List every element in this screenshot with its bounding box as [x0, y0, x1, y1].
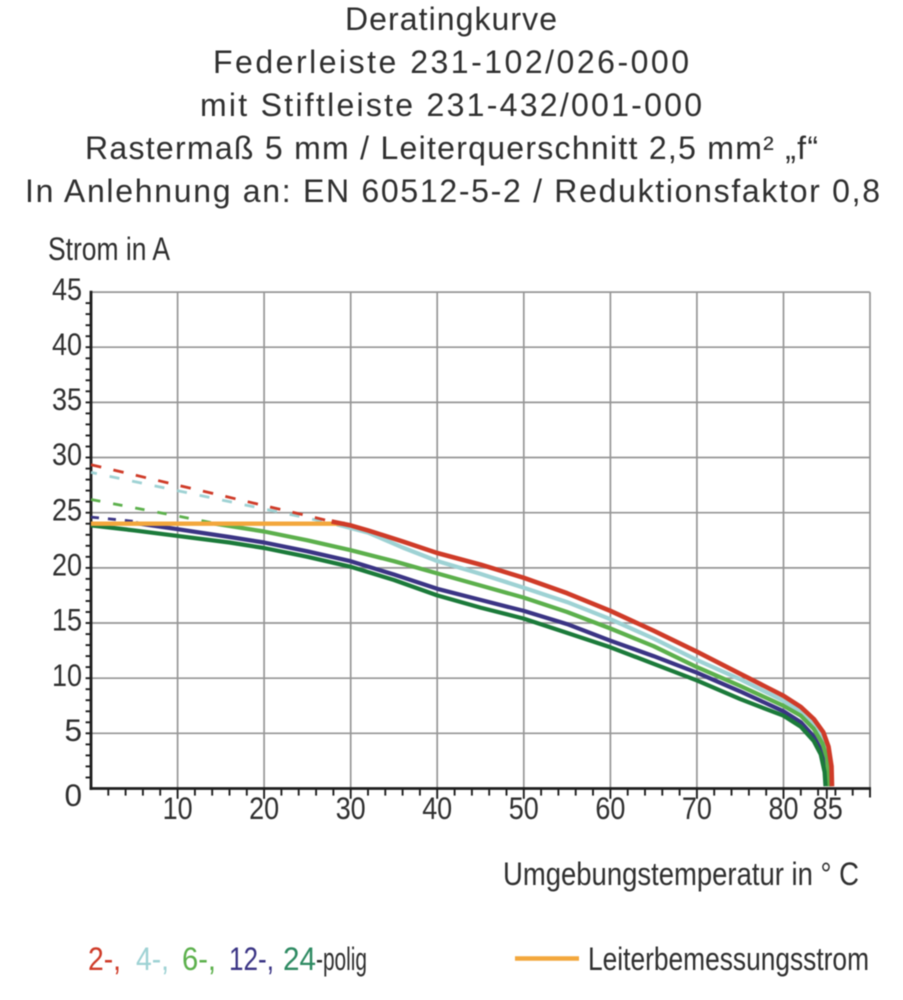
svg-text:85: 85 — [813, 790, 843, 826]
svg-text:30: 30 — [336, 790, 366, 826]
svg-text:10: 10 — [52, 657, 82, 693]
svg-text:35: 35 — [52, 381, 82, 417]
svg-text:-polig: -polig — [316, 941, 367, 977]
svg-text:2-,: 2-, — [88, 941, 121, 977]
svg-text:0: 0 — [64, 777, 82, 813]
svg-text:Federleiste 231-102/026-000: Federleiste 231-102/026-000 — [213, 44, 689, 80]
svg-text:40: 40 — [422, 790, 452, 826]
svg-text:Rastermaß 5 mm / Leiterquersch: Rastermaß 5 mm / Leiterquerschnitt 2,5 m… — [85, 130, 818, 166]
svg-text:Umgebungstemperatur in ° C: Umgebungstemperatur in ° C — [503, 856, 859, 892]
svg-text:Deratingkurve: Deratingkurve — [345, 1, 557, 37]
svg-text:40: 40 — [52, 326, 82, 362]
svg-text:60: 60 — [595, 790, 625, 826]
svg-text:25: 25 — [52, 491, 82, 527]
svg-text:10: 10 — [163, 790, 193, 826]
svg-text:5: 5 — [64, 712, 82, 748]
svg-text:4-,: 4-, — [136, 941, 169, 977]
svg-text:80: 80 — [769, 790, 799, 826]
svg-text:24: 24 — [283, 941, 316, 977]
svg-text:30: 30 — [52, 436, 82, 472]
svg-text:Strom in A: Strom in A — [48, 231, 171, 267]
svg-text:50: 50 — [509, 790, 539, 826]
svg-text:6-,: 6-, — [182, 941, 216, 977]
svg-text:45: 45 — [52, 271, 82, 307]
svg-text:Leiterbemessungsstrom: Leiterbemessungsstrom — [588, 941, 869, 977]
svg-text:12-,: 12-, — [229, 941, 274, 977]
svg-text:70: 70 — [682, 790, 712, 826]
svg-text:20: 20 — [249, 790, 279, 826]
svg-text:In Anlehnung an: EN 60512-5-2: In Anlehnung an: EN 60512-5-2 / Reduktio… — [25, 173, 880, 209]
svg-text:mit Stiftleiste 231-432/001-00: mit Stiftleiste 231-432/001-000 — [200, 87, 702, 123]
svg-text:15: 15 — [52, 602, 82, 638]
svg-text:20: 20 — [52, 547, 82, 583]
